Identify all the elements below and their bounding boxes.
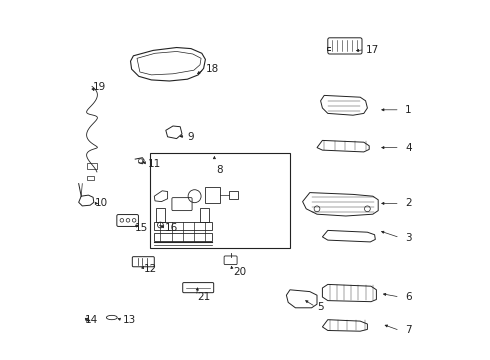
Text: 9: 9 (187, 132, 194, 142)
Text: 18: 18 (205, 64, 219, 74)
Bar (205, 187, 220, 203)
Text: 1: 1 (405, 105, 412, 115)
Bar (154, 233, 212, 241)
Text: 12: 12 (144, 264, 157, 274)
Text: 20: 20 (233, 267, 246, 277)
Text: 15: 15 (135, 222, 148, 233)
Text: 13: 13 (122, 315, 136, 325)
Bar (87, 163, 97, 169)
Text: 11: 11 (148, 159, 161, 169)
Text: 21: 21 (197, 292, 211, 302)
Text: 6: 6 (405, 292, 412, 302)
Text: 5: 5 (317, 302, 323, 312)
Bar (229, 191, 238, 199)
Bar (154, 222, 212, 230)
Text: 8: 8 (216, 165, 223, 175)
Text: 7: 7 (405, 325, 412, 336)
Bar (149, 153, 290, 248)
Bar (200, 208, 209, 222)
Text: 19: 19 (93, 82, 106, 92)
Text: 16: 16 (165, 222, 178, 233)
Text: 10: 10 (95, 198, 108, 208)
Text: 2: 2 (405, 198, 412, 208)
Text: 17: 17 (366, 45, 379, 55)
Text: 3: 3 (405, 233, 412, 243)
Text: 4: 4 (405, 143, 412, 153)
Bar (156, 208, 165, 222)
Text: 14: 14 (85, 315, 98, 325)
Bar (87, 176, 94, 180)
